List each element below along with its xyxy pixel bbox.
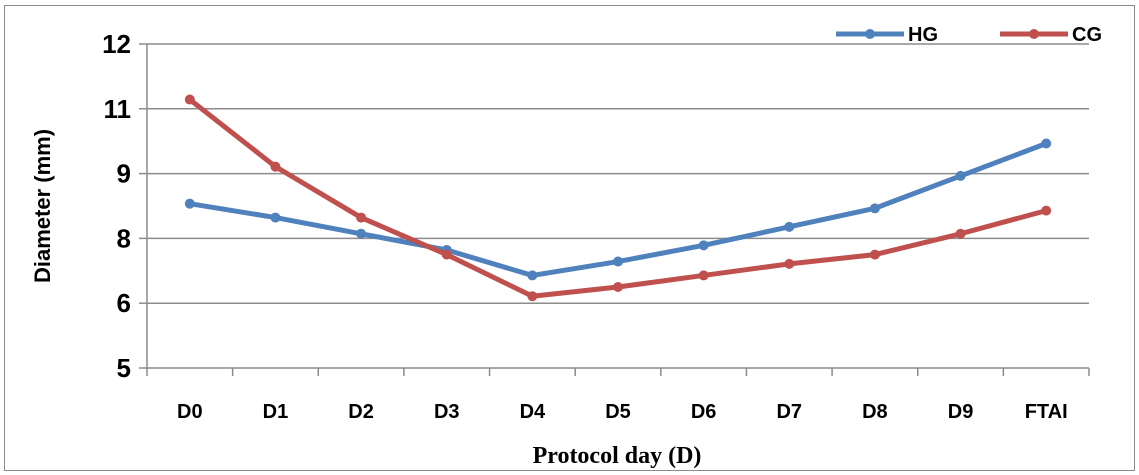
data-point-hg [270,212,281,223]
y-axis-label: Diameter (mm) [30,129,55,283]
x-tick-label: D8 [862,401,888,423]
data-point-hg [869,203,880,214]
data-point-cg [698,270,709,281]
data-point-cg [270,161,281,172]
legend: HG CG [836,24,1102,46]
x-tick-label: D9 [948,401,974,423]
x-tick-label: D1 [263,401,289,423]
series-lines [184,94,1052,302]
legend-label-cg: CG [1072,24,1102,46]
data-point-cg [184,94,195,105]
data-point-cg [784,258,795,269]
y-tick-labels: 5 6 8 9 11 12 [102,29,131,383]
data-point-cg [613,282,623,292]
data-point-hg [698,240,709,251]
data-point-cg [527,291,538,302]
legend-label-hg: HG [908,24,938,46]
data-point-hg [527,270,538,281]
x-tick-label: FTAI [1025,401,1068,423]
data-point-hg [613,256,623,267]
x-axis-label: Protocol day (D) [533,443,702,469]
y-tick-label: 11 [104,94,132,124]
data-point-hg [356,228,367,239]
x-tick-label: D5 [605,401,631,423]
series-line-cg [188,97,1047,299]
y-tick-label: 12 [102,29,131,59]
data-point-cg [1041,205,1052,216]
data-point-cg [356,212,367,223]
x-tick-label: D2 [348,401,374,423]
x-tick-labels: D0 D1 D2 D3 D4 D5 D6 D7 D8 D9 FTAI [177,401,1068,423]
axes [146,44,1090,376]
series-line-hg [189,141,1048,278]
x-tick-label: D0 [177,401,203,423]
y-tick-label: 6 [117,288,131,318]
data-point-cg [869,249,880,260]
gridlines [139,43,1089,369]
legend-marker [1029,29,1039,39]
y-tick-label: 9 [117,159,131,189]
data-point-cg [955,228,966,239]
legend-marker [865,29,875,39]
y-tick-label: 8 [117,223,131,253]
x-tick-label: D6 [691,401,717,423]
x-tick-label: D4 [520,401,546,423]
x-tick-label: D3 [434,401,460,423]
data-point-hg [184,198,195,209]
data-point-hg [1041,138,1052,149]
data-point-hg [955,170,966,181]
data-point-cg [441,249,452,260]
data-point-hg [784,221,795,232]
y-tick-label: 5 [117,353,131,383]
x-tick-label: D7 [776,401,802,423]
